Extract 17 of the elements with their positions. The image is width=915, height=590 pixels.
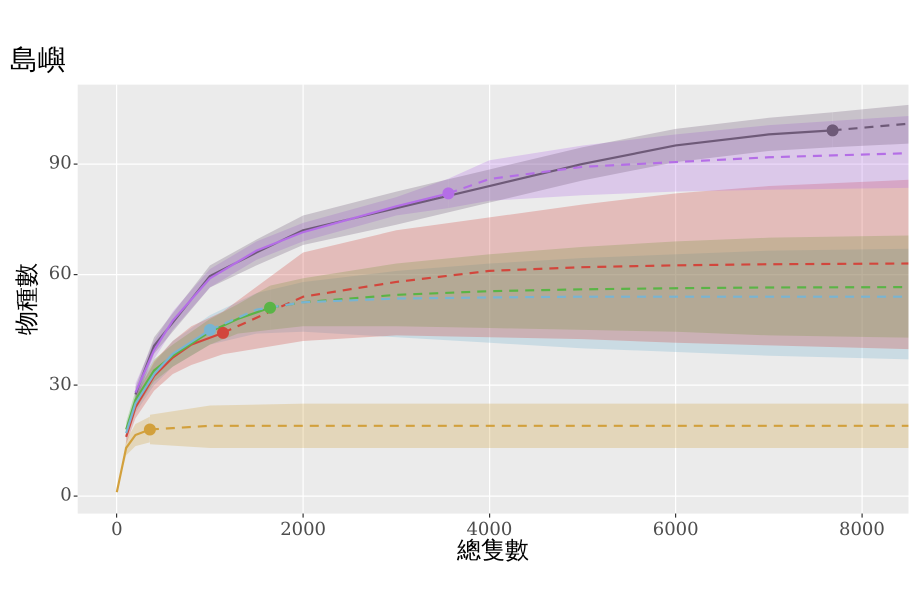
y-tick-label: 30 <box>48 374 72 395</box>
x-tick-label: 8000 <box>839 519 885 540</box>
x-tick-label: 0 <box>111 519 123 540</box>
point <box>826 124 839 136</box>
point <box>144 423 156 436</box>
y-axis-title: 物種數 <box>12 263 41 336</box>
point <box>442 187 454 200</box>
x-axis-title: 總隻數 <box>456 536 530 564</box>
y-tick-label: 0 <box>60 484 72 506</box>
y-tick-label: 60 <box>48 263 72 284</box>
point <box>217 326 229 339</box>
chart-title: 島嶼 <box>10 43 66 76</box>
y-tick-label: 90 <box>48 152 72 174</box>
point <box>204 324 216 336</box>
x-tick-label: 2000 <box>280 519 326 540</box>
point <box>264 302 276 314</box>
x-tick-label: 6000 <box>652 519 699 540</box>
